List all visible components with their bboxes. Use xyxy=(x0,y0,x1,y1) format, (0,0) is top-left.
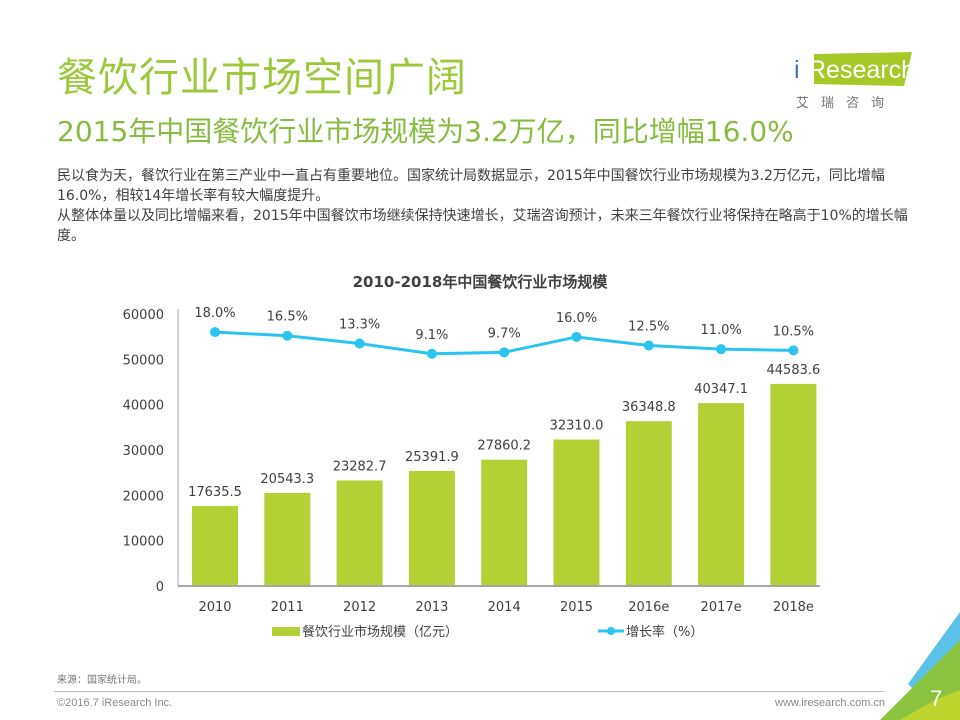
page-title: 餐饮行业市场空间广阔 xyxy=(57,55,467,101)
legend-bar-label: 餐饮行业市场规模（亿元） xyxy=(302,624,458,640)
growth-line-series: 18.0% 16.5% 13.3% 9.1% 9.7% 16.0% 12.5% 11.0% 10… xyxy=(194,306,814,359)
growth-value-label: 18.0% xyxy=(194,306,235,321)
bar xyxy=(770,383,817,586)
y-tick-label: 10000 xyxy=(123,535,164,550)
bar-value-label: 32310.0 xyxy=(550,419,604,434)
growth-value-label: 9.1% xyxy=(415,328,448,343)
growth-point xyxy=(788,345,799,356)
growth-point xyxy=(426,348,437,359)
bar xyxy=(481,459,528,586)
legend-line-label: 增长率（%） xyxy=(626,624,703,640)
page-subtitle: 2015年中国餐饮行业市场规模为3.2万亿，同比增幅16.0% xyxy=(57,115,794,148)
bar-value-label: 44583.6 xyxy=(767,363,821,378)
x-tick-label: 2018e xyxy=(773,600,814,615)
legend-bar-swatch xyxy=(272,627,300,636)
bar xyxy=(264,492,311,586)
x-tick-label: 2010 xyxy=(198,600,231,615)
bar xyxy=(336,480,383,586)
growth-point xyxy=(716,344,727,355)
bar-value-label: 23282.7 xyxy=(333,459,387,474)
growth-value-label: 16.0% xyxy=(556,311,597,326)
website-link[interactable]: www.iresearch.com.cn xyxy=(775,697,886,709)
growth-value-label: 11.0% xyxy=(700,323,741,338)
bar-value-label: 25391.9 xyxy=(405,450,459,465)
growth-value-label: 12.5% xyxy=(628,320,669,335)
chart-title: 2010-2018年中国餐饮行业市场规模 xyxy=(353,273,609,291)
growth-value-label: 13.3% xyxy=(339,318,380,333)
growth-point xyxy=(210,327,220,338)
logo-brand: Research xyxy=(808,56,915,84)
page-number: 7 xyxy=(930,686,943,711)
bar-value-label: 40347.1 xyxy=(694,382,748,397)
y-tick-label: 30000 xyxy=(123,444,164,459)
growth-point xyxy=(571,331,582,342)
x-tick-label: 2013 xyxy=(415,600,448,615)
logo-chinese-name: 艾瑞咨询 xyxy=(796,96,897,111)
x-tick-label: 2017e xyxy=(701,600,742,615)
chart-legend: 餐饮行业市场规模（亿元） 增长率（%） xyxy=(272,624,703,640)
x-axis: 2010 2011 2012 2013 2014 2015 2016e 2017e 2018e xyxy=(178,585,820,615)
bar-value-label: 36348.8 xyxy=(622,400,676,415)
growth-point xyxy=(499,347,510,358)
copyright: ©2016.7 iResearch Inc. xyxy=(57,697,173,709)
footer-divider xyxy=(54,691,884,692)
y-axis: 0 10000 20000 30000 40000 50000 60000 xyxy=(123,308,179,595)
x-tick-label: 2014 xyxy=(488,600,521,615)
growth-value-label: 16.5% xyxy=(267,310,308,325)
bar xyxy=(553,439,600,586)
logo-badge-shape xyxy=(814,52,912,86)
bar xyxy=(625,421,672,586)
intro-text: 民以食为天，餐饮行业在第三产业中一直占有重要地位。国家统计局数据显示，2015年… xyxy=(57,166,917,246)
growth-point xyxy=(282,330,293,341)
growth-point xyxy=(354,338,365,349)
corner-decoration xyxy=(880,612,960,720)
legend-line-marker xyxy=(607,627,615,635)
x-tick-label: 2015 xyxy=(560,600,593,615)
bar xyxy=(192,506,238,586)
y-tick-label: 40000 xyxy=(123,399,164,414)
iresearch-logo: i Research 艾瑞咨询 xyxy=(790,52,920,112)
intro-paragraph: 从整体体量以及同比增幅来看，2015年中国餐饮市场继续保持快速增长，艾瑞咨询预计… xyxy=(57,208,908,244)
y-tick-label: 60000 xyxy=(123,308,164,323)
bar-value-label: 27860.2 xyxy=(477,439,531,454)
x-tick-label: 2016e xyxy=(628,600,669,615)
bar xyxy=(408,470,455,586)
bar xyxy=(698,403,745,586)
growth-point xyxy=(643,340,654,351)
y-tick-label: 50000 xyxy=(123,353,164,368)
x-tick-label: 2011 xyxy=(271,600,304,615)
growth-value-label: 10.5% xyxy=(773,324,814,339)
intro-paragraph: 民以食为天，餐饮行业在第三产业中一直占有重要地位。国家统计局数据显示，2015年… xyxy=(57,168,885,204)
logo-i: i xyxy=(794,56,800,84)
y-tick-label: 20000 xyxy=(123,489,164,504)
bar-value-label: 20543.3 xyxy=(260,472,314,487)
bar-series: 17635.5 20543.3 23282.7 25391.9 27860.2 32310… xyxy=(188,363,820,586)
x-tick-label: 2012 xyxy=(343,600,376,615)
y-tick-label: 0 xyxy=(156,580,164,595)
growth-value-label: 9.7% xyxy=(488,326,521,341)
source-note: 来源：国家统计局。 xyxy=(57,675,147,686)
bar-value-label: 17635.5 xyxy=(188,485,242,500)
